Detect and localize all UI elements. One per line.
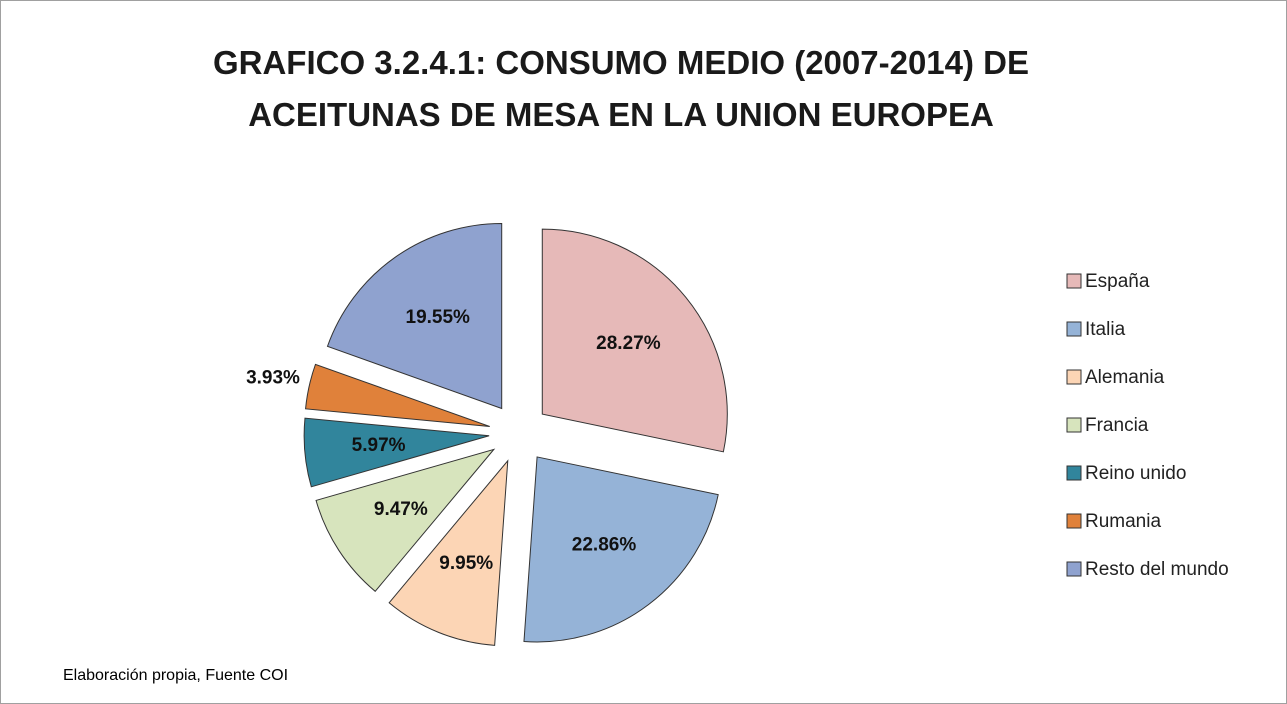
legend-label: Italia <box>1085 319 1126 340</box>
data-label: 5.97% <box>352 435 406 456</box>
source-note: Elaboración propia, Fuente COI <box>63 667 289 684</box>
legend-swatch <box>1066 561 1082 577</box>
legend-swatch <box>1066 273 1082 289</box>
data-label: 9.95% <box>439 553 493 574</box>
pie-slice <box>388 459 509 646</box>
chart-title: GRAFICO 3.2.4.1: CONSUMO MEDIO (2007-201… <box>212 44 1030 133</box>
data-label: 9.47% <box>374 499 428 520</box>
legend-swatch <box>1066 417 1082 433</box>
legend-label: Francia <box>1085 415 1149 436</box>
legend-swatch <box>1066 321 1082 337</box>
pie-slice <box>303 417 490 488</box>
legend-swatch <box>1066 369 1082 385</box>
legend-label: Rumania <box>1085 511 1161 532</box>
legend-label: España <box>1085 271 1150 292</box>
pie-slice <box>315 448 496 593</box>
data-label: 28.27% <box>596 333 661 354</box>
legend-swatch <box>1066 465 1082 481</box>
pie-slice <box>305 363 490 427</box>
pie-slice <box>326 222 503 410</box>
legend-label: Alemania <box>1085 367 1165 388</box>
pie-slice <box>541 228 728 453</box>
data-label: 3.93% <box>246 367 300 388</box>
legend-swatch <box>1066 513 1082 529</box>
data-label: 22.86% <box>572 535 637 556</box>
legend-label: Resto del mundo <box>1085 559 1229 580</box>
legend-label: Reino unido <box>1085 463 1186 484</box>
pie-slice <box>523 456 719 643</box>
data-label: 19.55% <box>406 307 471 328</box>
